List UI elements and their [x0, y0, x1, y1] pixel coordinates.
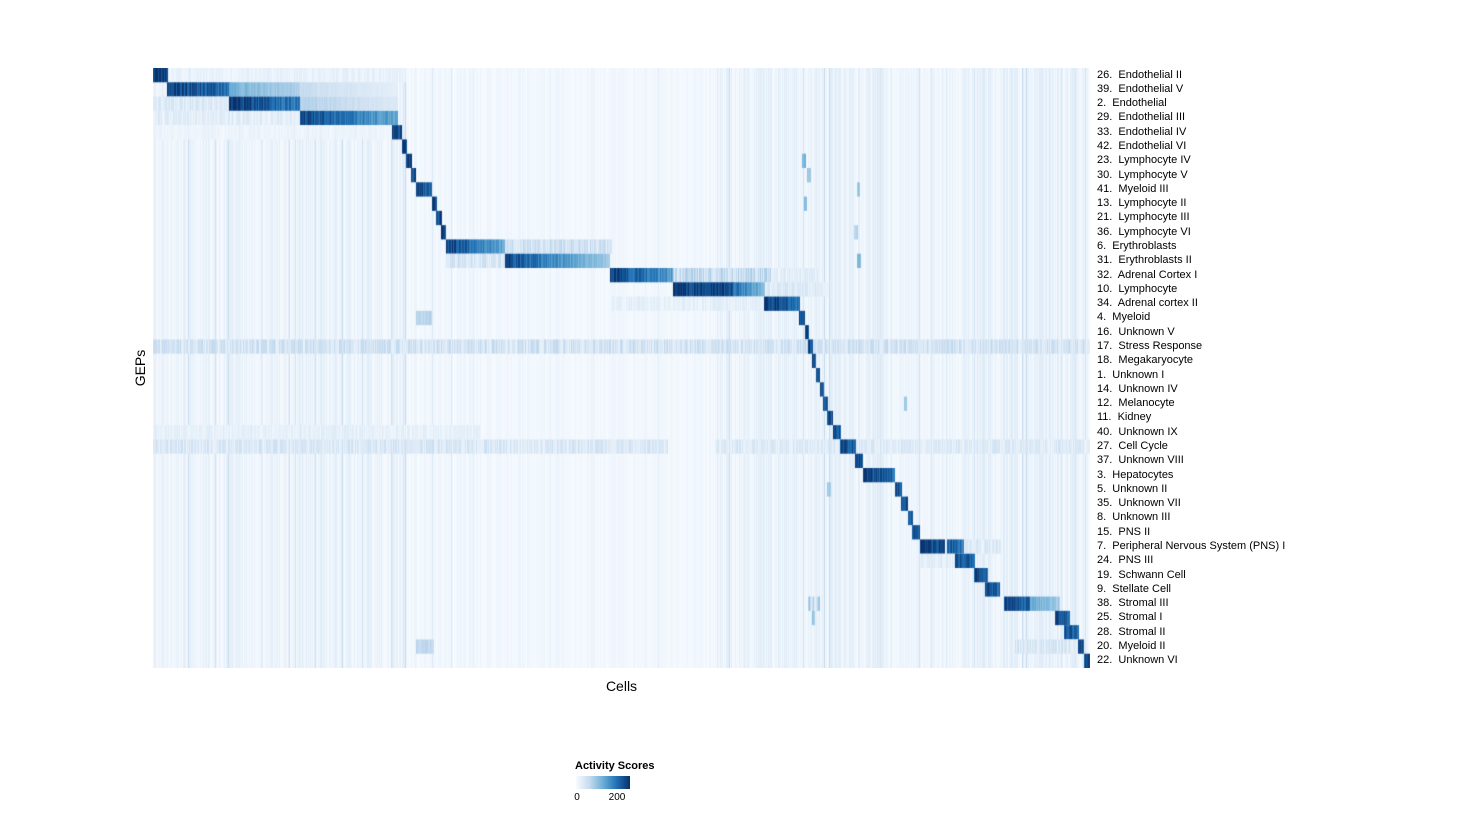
row-label: 31. Erythroblasts II: [1097, 254, 1192, 267]
row-label: 6. Erythroblasts: [1097, 240, 1177, 253]
legend: Activity Scores 0 200: [574, 760, 715, 812]
row-labels: 26. Endothelial II 39. Endothelial V 2. En…: [1097, 68, 1457, 668]
row-label: 9. Stellate Cell: [1097, 582, 1171, 595]
row-label: 37. Unknown VIII: [1097, 454, 1184, 467]
legend-gradient-bar: [576, 776, 630, 789]
y-axis-label: GEPs: [132, 349, 148, 387]
row-label: 29. Endothelial III: [1097, 111, 1186, 124]
row-label: 3. Hepatocytes: [1097, 468, 1174, 481]
row-label: 25. Stromal I: [1097, 611, 1163, 624]
row-label: 8. Unknown III: [1097, 511, 1171, 524]
row-label: 12. Melanocyte: [1097, 397, 1175, 410]
row-label: 34. Adrenal cortex II: [1097, 297, 1198, 310]
row-label: 18. Megakaryocyte: [1097, 354, 1193, 367]
row-label: 5. Unknown II: [1097, 482, 1168, 495]
row-label: 39. Endothelial V: [1097, 82, 1184, 95]
row-label: 17. Stress Response: [1097, 340, 1203, 353]
legend-tick-min: 0: [574, 792, 580, 803]
row-label: 23. Lymphocyte IV: [1097, 154, 1191, 167]
row-label: 20. Myeloid II: [1097, 640, 1166, 653]
row-label: 30. Lymphocyte V: [1097, 168, 1188, 181]
x-axis-label: Cells: [605, 678, 638, 694]
row-label: 22. Unknown VI: [1097, 654, 1178, 667]
legend-title: Activity Scores: [575, 760, 655, 772]
row-label: 2. Endothelial: [1097, 97, 1167, 110]
row-label: 14. Unknown IV: [1097, 382, 1178, 395]
row-label: 40. Unknown IX: [1097, 425, 1178, 438]
row-label: 10. Lymphocyte: [1097, 282, 1178, 295]
row-label: 35. Unknown VII: [1097, 497, 1181, 510]
row-label: 13. Lymphocyte II: [1097, 197, 1187, 210]
row-label: 32. Adrenal Cortex I: [1097, 268, 1198, 281]
row-label: 21. Lymphocyte III: [1097, 211, 1190, 224]
legend-tick-max: 200: [608, 792, 626, 803]
row-label: 28. Stromal II: [1097, 625, 1166, 638]
row-label: 19. Schwann Cell: [1097, 568, 1186, 581]
row-label: 11. Kidney: [1097, 411, 1152, 424]
heatmap-canvas: [153, 68, 1090, 668]
row-label: 38. Stromal III: [1097, 597, 1169, 610]
row-label: 16. Unknown V: [1097, 325, 1175, 338]
row-label: 33. Endothelial IV: [1097, 125, 1187, 138]
row-label: 27. Cell Cycle: [1097, 440, 1168, 453]
row-label: 26. Endothelial II: [1097, 68, 1183, 81]
row-label: 4. Myeloid: [1097, 311, 1151, 324]
row-label: 1. Unknown I: [1097, 368, 1165, 381]
row-label: 36. Lymphocyte VI: [1097, 225, 1191, 238]
row-label: 15. PNS II: [1097, 525, 1151, 538]
row-label: 24. PNS III: [1097, 554, 1154, 567]
row-label: 42. Endothelial VI: [1097, 140, 1187, 153]
row-label: 41. Myeloid III: [1097, 182, 1169, 195]
row-label: 7. Peripheral Nervous System (PNS) I: [1097, 540, 1286, 553]
